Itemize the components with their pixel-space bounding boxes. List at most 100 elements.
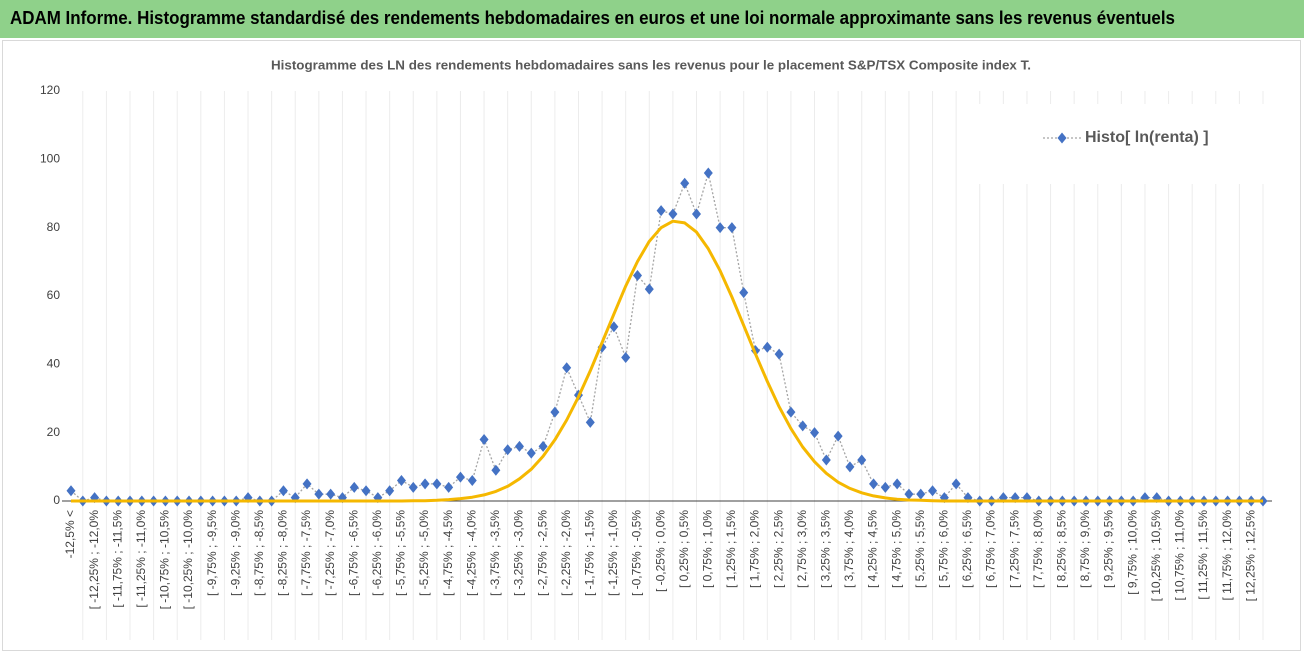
y-tick-label: 80 xyxy=(47,220,61,234)
data-point xyxy=(739,287,749,299)
x-tick-label: [ -4,75% ; -4,5% xyxy=(441,510,455,596)
data-point xyxy=(762,341,772,353)
data-point xyxy=(361,485,371,497)
data-point xyxy=(798,420,808,432)
x-tick-label: [ -7,25% ; -7,0% xyxy=(323,510,337,596)
x-tick-label: [ -9,25% ; -9,0% xyxy=(228,510,242,596)
x-tick-label: [ 2,25% ; 2,5% xyxy=(771,510,785,588)
x-tick-label: [ 0,25% ; 0,5% xyxy=(677,510,691,588)
x-tick-label: [ -5,75% ; -5,5% xyxy=(394,510,408,596)
x-tick-label: [ -6,25% ; -6,0% xyxy=(370,510,384,596)
data-point xyxy=(821,454,831,466)
x-tick-label: [ 0,75% ; 1,0% xyxy=(700,510,714,588)
x-tick-label: [ 7,75% ; 8,0% xyxy=(1031,510,1045,588)
data-point xyxy=(550,406,560,418)
x-tick-label: [ 9,25% ; 9,5% xyxy=(1102,510,1116,588)
x-tick-label: [ -7,75% ; -7,5% xyxy=(299,510,313,596)
chart-subtitle: Histogramme des LN des rendements hebdom… xyxy=(271,57,1031,72)
x-tick-label: [ -1,25% ; -1,0% xyxy=(606,510,620,596)
x-tick-label: [ -11,75% ; -11,5% xyxy=(110,510,124,608)
x-tick-label: [ -10,75% ; -10,5% xyxy=(158,510,172,610)
data-point xyxy=(420,478,430,490)
x-tick-label: [ -12,25% ; -12,0% xyxy=(87,510,101,610)
data-point xyxy=(396,475,406,486)
data-point xyxy=(692,208,702,220)
x-tick-label: [ -0,75% ; -0,5% xyxy=(630,510,644,596)
x-tick-label: [ 4,25% ; 4,5% xyxy=(866,510,880,588)
data-point xyxy=(810,427,820,439)
y-tick-label: 0 xyxy=(53,493,60,507)
data-point xyxy=(385,485,395,497)
data-point xyxy=(703,167,713,179)
data-point xyxy=(715,222,725,234)
x-tick-label: [ 1,75% ; 2,0% xyxy=(748,510,762,588)
x-tick-label: [ -6,75% ; -6,5% xyxy=(346,510,360,596)
legend-label: Histo[ ln(renta) ] xyxy=(1085,129,1209,146)
data-point xyxy=(538,440,548,452)
data-point xyxy=(880,481,890,493)
data-point xyxy=(562,362,572,374)
x-tick-label: [ 6,25% ; 6,5% xyxy=(960,510,974,588)
x-tick-label: [ 5,25% ; 5,5% xyxy=(913,510,927,588)
x-tick-label: [ 6,75% ; 7,0% xyxy=(984,510,998,588)
data-point xyxy=(302,478,312,490)
data-point xyxy=(632,270,642,281)
data-point xyxy=(444,481,454,493)
x-tick-label: [ 5,75% ; 6,0% xyxy=(937,510,951,588)
data-point xyxy=(66,485,76,497)
x-tick-label: [ -10,25% ; -10,0% xyxy=(181,510,195,610)
x-tick-label: [ 10,75% ; 11,0% xyxy=(1173,510,1187,601)
legend-box xyxy=(970,104,1270,184)
data-point xyxy=(951,478,961,490)
x-tick-label: [ -2,25% ; -2,0% xyxy=(559,510,573,596)
data-point xyxy=(491,464,501,476)
data-point xyxy=(916,488,926,500)
x-tick-label: [ 8,75% ; 9,0% xyxy=(1078,510,1092,588)
header-bar xyxy=(0,0,1304,38)
data-point xyxy=(455,471,465,483)
data-point xyxy=(467,475,477,486)
x-tick-label: [ 2,75% ; 3,0% xyxy=(795,510,809,588)
data-point xyxy=(621,352,631,363)
data-point xyxy=(774,348,784,360)
data-point xyxy=(892,478,902,490)
data-point xyxy=(656,205,666,217)
x-tick-label: [ -9,75% ; -9,5% xyxy=(205,510,219,596)
data-point xyxy=(432,478,442,490)
data-point xyxy=(786,406,796,418)
data-point xyxy=(514,440,524,452)
legend-marker xyxy=(1057,132,1067,144)
x-tick-label: [ -11,25% ; -11,0% xyxy=(134,510,148,608)
x-tick-label: [ 3,75% ; 4,0% xyxy=(842,510,856,588)
data-point xyxy=(326,488,336,500)
data-point xyxy=(845,461,855,473)
data-point xyxy=(609,321,619,333)
x-tick-label: [ 9,75% ; 10,0% xyxy=(1125,510,1139,595)
data-point xyxy=(503,444,513,456)
x-tick-label: [ 3,25% ; 3,5% xyxy=(818,510,832,588)
data-point xyxy=(727,222,737,234)
data-point xyxy=(668,208,678,220)
x-tick-label: [ 12,25% ; 12,5% xyxy=(1243,510,1257,602)
x-tick-label: [ -8,75% ; -8,5% xyxy=(252,510,266,596)
y-tick-label: 40 xyxy=(47,357,61,371)
x-tick-label: [ 11,25% ; 11,5% xyxy=(1196,510,1210,600)
data-point xyxy=(408,481,418,493)
x-tick-label: [ -1,75% ; -1,5% xyxy=(582,510,596,596)
data-point xyxy=(644,283,654,295)
y-tick-label: 100 xyxy=(40,152,60,166)
x-tick-label: [ -4,25% ; -4,0% xyxy=(464,510,478,596)
data-point xyxy=(833,430,843,442)
page-title: ADAM Informe. Histogramme standardisé de… xyxy=(10,8,1175,28)
x-tick-label: [ 8,25% ; 8,5% xyxy=(1055,510,1069,588)
x-tick-label: [ 4,75% ; 5,0% xyxy=(889,510,903,588)
data-point xyxy=(904,488,914,500)
data-point xyxy=(349,481,359,493)
data-point xyxy=(585,416,595,428)
x-tick-label: [ -0,25% ; 0,0% xyxy=(653,510,667,592)
x-tick-label: [ 7,25% ; 7,5% xyxy=(1007,510,1021,588)
data-point xyxy=(869,478,879,490)
y-tick-label: 60 xyxy=(47,288,61,302)
normal-curve xyxy=(71,219,1263,503)
